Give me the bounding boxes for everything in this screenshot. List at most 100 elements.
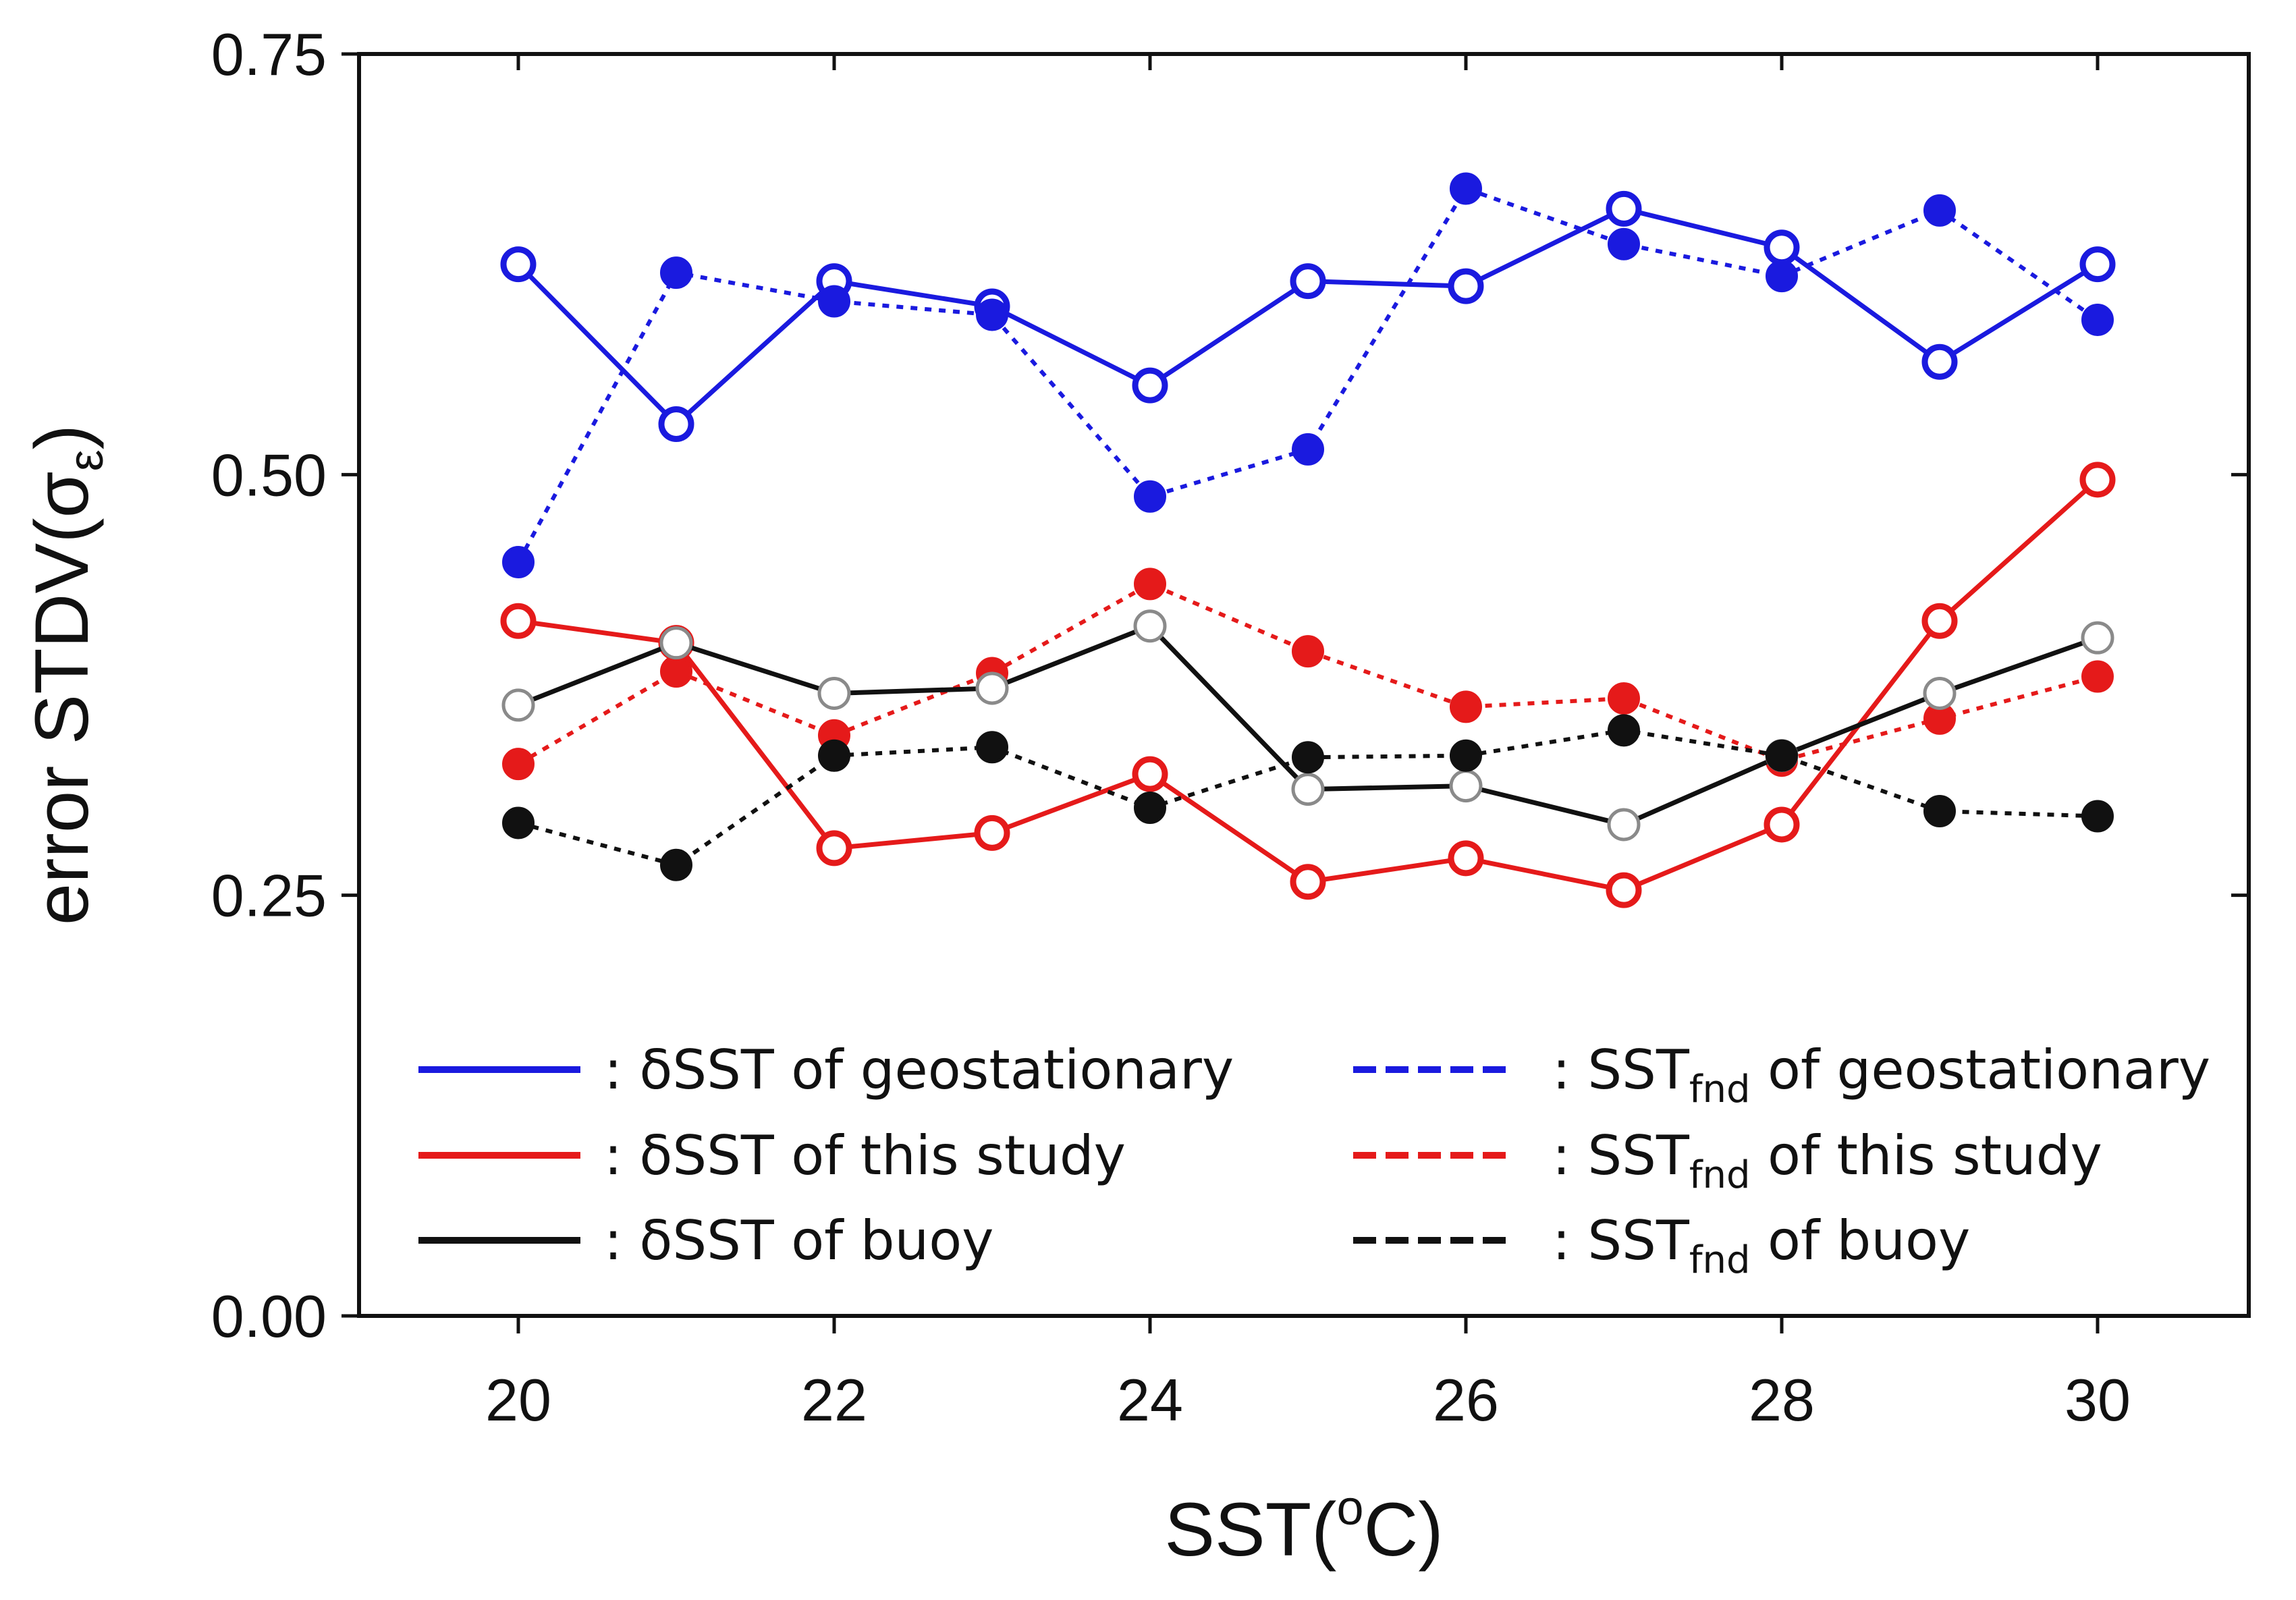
legend-label: : SSTfnd of geostationary	[1552, 1039, 2210, 1111]
data-point	[2079, 462, 2116, 498]
data-point	[1608, 227, 1640, 260]
data-point	[501, 688, 535, 722]
data-point	[500, 246, 537, 283]
data-point	[502, 748, 535, 781]
data-point	[1134, 480, 1166, 513]
data-point	[1292, 741, 1324, 774]
data-point	[974, 815, 1010, 851]
x-tick-label: 22	[801, 1367, 867, 1433]
data-point	[1133, 609, 1167, 643]
data-point	[976, 731, 1008, 764]
series-line	[517, 582, 2098, 766]
x-tick-label: 20	[485, 1367, 551, 1433]
data-point	[1290, 263, 1326, 300]
data-point	[1132, 756, 1168, 792]
x-tick-label: 30	[2065, 1367, 2131, 1433]
y-axis-title-sub: ε	[59, 449, 113, 471]
data-point	[1607, 808, 1641, 842]
x-axis-title: SST(oC)	[1164, 1481, 1443, 1572]
legend-label: : δSST of buoy	[604, 1209, 994, 1272]
y-tick-label: 0.25	[211, 862, 327, 929]
data-point	[1448, 840, 1484, 877]
data-point	[1450, 690, 1482, 723]
x-axis-title-tail: C)	[1363, 1487, 1443, 1572]
data-point	[1449, 769, 1483, 803]
y-axis-title: error STDV(σε)	[20, 424, 113, 925]
legend-label-main: : SST	[1552, 1124, 1690, 1187]
x-axis-title-sup: o	[1336, 1481, 1363, 1535]
y-tick-label: 0.75	[211, 21, 327, 88]
data-point	[1923, 795, 1956, 827]
data-point	[1134, 568, 1166, 601]
data-point	[1921, 603, 1958, 639]
data-point	[1292, 635, 1324, 668]
legend-label-tail: of this study	[1751, 1124, 2102, 1187]
data-point	[1292, 433, 1324, 466]
legend-label: : SSTfnd of buoy	[1552, 1209, 1970, 1282]
series-line	[516, 186, 2099, 563]
series-5	[502, 714, 2114, 881]
data-point	[660, 848, 692, 881]
x-tick-label: 28	[1749, 1367, 1815, 1433]
legend-label-main: : δSST of buoy	[604, 1209, 994, 1272]
data-point	[2081, 660, 2114, 693]
data-point	[2081, 621, 2114, 655]
data-point	[1923, 676, 1957, 710]
data-point	[818, 739, 850, 772]
data-point	[502, 545, 535, 578]
data-point	[1291, 773, 1325, 806]
y-axis-title-main: error STDV(σ	[20, 471, 104, 925]
data-point	[818, 285, 850, 318]
x-axis: 20 22 24 26 28 30	[485, 54, 2131, 1433]
data-point	[1450, 172, 1482, 205]
data-point	[658, 406, 694, 443]
data-point	[502, 806, 535, 839]
data-point	[1764, 229, 1800, 266]
data-point	[817, 676, 851, 710]
data-point	[1608, 714, 1640, 747]
data-point	[1921, 343, 1958, 380]
legend-label-main: : δSST of this study	[604, 1124, 1126, 1187]
legend: : δSST of geostationary: SSTfnd of geost…	[418, 1039, 2210, 1282]
y-tick-label: 0.50	[211, 441, 327, 508]
legend-label-main: : SST	[1552, 1039, 1690, 1101]
data-point	[2081, 800, 2114, 833]
data-point	[1606, 872, 1642, 908]
legend-label: : δSST of geostationary	[604, 1039, 1234, 1101]
data-point	[1766, 260, 1798, 293]
data-point	[975, 671, 1009, 705]
data-point	[976, 298, 1008, 331]
x-tick-label: 26	[1433, 1367, 1499, 1433]
legend-label-sub: fnd	[1689, 1068, 1751, 1111]
data-point	[1606, 190, 1642, 227]
data-point	[1766, 739, 1798, 772]
y-axis-title-tail: )	[20, 424, 104, 449]
x-axis-title-main: SST(	[1164, 1487, 1336, 1572]
legend-label: : SSTfnd of this study	[1552, 1124, 2102, 1197]
data-point	[659, 626, 693, 660]
series-layer	[500, 172, 2116, 908]
data-point	[1132, 367, 1168, 404]
data-point	[1608, 682, 1640, 715]
y-tick-label: 0.00	[211, 1283, 327, 1350]
data-point	[660, 655, 692, 688]
series-1	[502, 172, 2114, 578]
data-point	[1450, 739, 1482, 772]
legend-label-main: : SST	[1552, 1209, 1690, 1272]
data-point	[1764, 806, 1800, 843]
data-point	[2079, 246, 2116, 283]
data-point	[816, 830, 852, 866]
legend-label-sub: fnd	[1689, 1153, 1751, 1197]
data-point	[2081, 303, 2114, 336]
data-point	[1290, 864, 1326, 900]
series-0	[500, 190, 2116, 443]
legend-label-sub: fnd	[1689, 1238, 1751, 1282]
data-point	[1448, 268, 1484, 304]
data-point	[1923, 194, 1956, 227]
legend-label-main: : δSST of geostationary	[604, 1039, 1234, 1101]
legend-label: : δSST of this study	[604, 1124, 1126, 1187]
series-line	[518, 478, 2100, 893]
legend-label-tail: of geostationary	[1751, 1039, 2210, 1101]
plot-frame	[357, 52, 2251, 1318]
